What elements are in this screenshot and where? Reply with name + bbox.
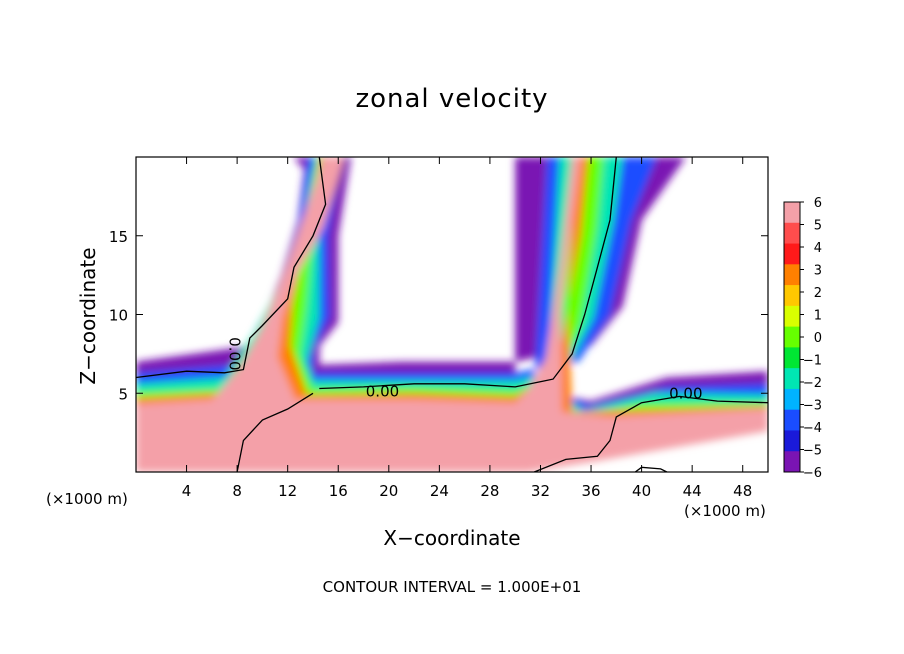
contour-label-2: 0.00 xyxy=(226,337,244,370)
y-axis-ticks: 5 10 15 xyxy=(109,228,768,403)
zero-contour-0 xyxy=(136,157,327,379)
colorbar-swatch-4 xyxy=(784,285,800,307)
zero-contour-1 xyxy=(319,157,617,390)
colorbar-swatch-8 xyxy=(784,368,800,390)
colorbar-tick-label-0: 6 xyxy=(814,196,822,211)
colorbar-swatch-2 xyxy=(784,243,800,265)
x-tick-label-8: 8 xyxy=(232,482,242,500)
x-tick-label-32: 32 xyxy=(531,482,550,500)
colorbar-tick-label-1: 5 xyxy=(814,219,822,234)
colorbar-swatch-3 xyxy=(784,264,800,286)
colorbar-swatch-9 xyxy=(784,388,800,411)
colorbar-swatch-6 xyxy=(784,326,800,348)
x-tick-label-4: 4 xyxy=(182,482,192,500)
zero-contour-4 xyxy=(634,466,668,472)
y-tick-label-10: 10 xyxy=(109,307,128,325)
colorbar-tick-label-11: −5 xyxy=(803,444,822,459)
x-tick-label-44: 44 xyxy=(683,482,702,500)
field-region-5 xyxy=(136,157,768,472)
field-region-4 xyxy=(136,157,768,472)
contour-interval-note: CONTOUR INTERVAL = 1.000E+01 xyxy=(322,578,582,596)
colorbar-swatch-1 xyxy=(784,222,800,245)
colorbar-tick-label-3: 3 xyxy=(814,264,822,279)
contour-label-1: 0.00 xyxy=(669,384,702,402)
colorbar-tick-label-5: 1 xyxy=(814,309,822,324)
colorbar-tick-label-9: −3 xyxy=(803,399,822,414)
x-tick-label-28: 28 xyxy=(480,482,499,500)
x-unit-label-left: (×1000 m) xyxy=(46,490,128,508)
colorbar-swatch-7 xyxy=(784,347,800,369)
colorbar-swatch-10 xyxy=(784,409,800,431)
colorbar-tick-label-6: 0 xyxy=(814,331,822,346)
x-axis-ticks: 4 8 12 16 20 24 28 32 36 40 44 48 xyxy=(182,157,752,500)
x-axis-label: X−coordinate xyxy=(383,526,521,550)
x-tick-label-24: 24 xyxy=(430,482,449,500)
colorbar-tick-label-10: −4 xyxy=(803,421,822,436)
contour-lines xyxy=(136,157,768,472)
colorbar-swatch-5 xyxy=(784,305,800,328)
colorbar-tick-label-7: −1 xyxy=(803,354,822,369)
contour-labels: 0.00 0.00 0.00 xyxy=(226,337,703,402)
zero-contour-3 xyxy=(533,395,768,472)
colorbar-swatch-12 xyxy=(784,451,800,473)
colorbar-tick-label-2: 4 xyxy=(814,241,822,256)
y-tick-label-15: 15 xyxy=(109,228,128,246)
x-tick-label-20: 20 xyxy=(379,482,398,500)
chart-title: zonal velocity xyxy=(355,84,549,114)
x-tick-label-48: 48 xyxy=(733,482,752,500)
colorbar: 6 5 4 3 2 1 0 −1 −2 −3 −4 −5 −6 xyxy=(783,196,822,481)
x-unit-label-right: (×1000 m) xyxy=(684,502,766,520)
colorbar-tick-label-12: −6 xyxy=(803,466,822,481)
contour-label-0: 0.00 xyxy=(366,383,399,401)
x-tick-label-40: 40 xyxy=(632,482,651,500)
zero-contour-2 xyxy=(236,392,314,472)
x-tick-label-36: 36 xyxy=(581,482,600,500)
colorbar-swatch-0 xyxy=(784,202,800,224)
x-tick-label-12: 12 xyxy=(278,482,297,500)
y-tick-label-5: 5 xyxy=(118,385,128,403)
colorbar-tick-label-8: −2 xyxy=(803,376,822,391)
x-tick-label-16: 16 xyxy=(329,482,348,500)
colorbar-tick-label-4: 2 xyxy=(814,286,822,301)
colorbar-swatch-11 xyxy=(784,430,800,452)
velocity-field xyxy=(136,157,768,472)
